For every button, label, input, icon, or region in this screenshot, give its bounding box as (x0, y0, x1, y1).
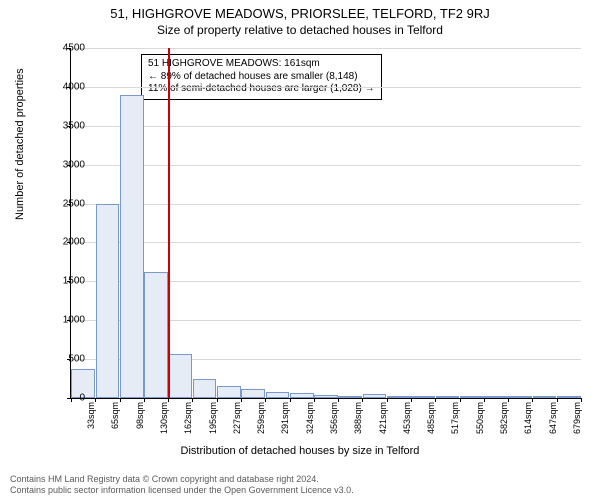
histogram-bar (533, 396, 557, 398)
x-tick-mark (435, 398, 436, 402)
histogram-bar (557, 396, 581, 398)
histogram-bar (460, 396, 484, 398)
x-tick-mark (144, 398, 145, 402)
annotation-line-2: ← 89% of detached houses are smaller (8,… (148, 71, 375, 84)
histogram-bar (363, 394, 387, 398)
x-tick-mark (338, 398, 339, 402)
x-tick-mark (411, 398, 412, 402)
y-tick-label: 2000 (35, 237, 85, 248)
y-tick-label: 1500 (35, 276, 85, 287)
x-tick-mark (120, 398, 121, 402)
gridline (71, 165, 581, 166)
annotation-box: 51 HIGHGROVE MEADOWS: 161sqm ← 89% of de… (141, 54, 382, 100)
histogram-bar (217, 386, 241, 398)
annotation-line-3: 11% of semi-detached houses are larger (… (148, 83, 375, 96)
histogram-bar (290, 393, 314, 398)
x-tick-mark (362, 398, 363, 402)
x-tick-mark (460, 398, 461, 402)
x-tick-mark (557, 398, 558, 402)
x-tick-mark (314, 398, 315, 402)
histogram-bar (508, 396, 532, 398)
histogram-bar (96, 204, 120, 398)
y-axis-title: Number of detached properties (14, 68, 26, 220)
annotation-line-1: 51 HIGHGROVE MEADOWS: 161sqm (148, 58, 375, 71)
gridline (71, 242, 581, 243)
gridline (71, 87, 581, 88)
footer-text: Contains HM Land Registry data © Crown c… (10, 474, 590, 496)
y-tick-label: 4500 (35, 43, 85, 54)
x-tick-mark (484, 398, 485, 402)
histogram-bar (338, 396, 362, 398)
x-tick-mark (192, 398, 193, 402)
highlight-line (168, 48, 170, 398)
x-tick-mark (387, 398, 388, 402)
histogram-bar (241, 389, 265, 398)
y-tick-label: 0 (35, 393, 85, 404)
x-tick-mark (508, 398, 509, 402)
footer-line-2: Contains public sector information licen… (10, 485, 590, 496)
x-tick-mark (290, 398, 291, 402)
x-tick-mark (241, 398, 242, 402)
x-tick-mark (217, 398, 218, 402)
x-tick-mark (265, 398, 266, 402)
footer-line-1: Contains HM Land Registry data © Crown c… (10, 474, 590, 485)
histogram-bar (484, 396, 508, 398)
gridline (71, 126, 581, 127)
histogram-bar (144, 272, 168, 398)
gridline (71, 48, 581, 49)
plot-area: 51 HIGHGROVE MEADOWS: 161sqm ← 89% of de… (70, 48, 581, 399)
x-tick-mark (581, 398, 582, 402)
histogram-bar (168, 354, 192, 398)
x-tick-mark (95, 398, 96, 402)
histogram-bar (314, 395, 338, 398)
x-tick-mark (532, 398, 533, 402)
histogram-bar (411, 396, 435, 398)
histogram-bar (193, 379, 217, 398)
histogram-bar (436, 396, 460, 398)
histogram-bar (266, 392, 290, 398)
x-axis-title: Distribution of detached houses by size … (0, 445, 600, 457)
chart-title-1: 51, HIGHGROVE MEADOWS, PRIORSLEE, TELFOR… (0, 0, 600, 21)
chart-container: 51, HIGHGROVE MEADOWS, PRIORSLEE, TELFOR… (0, 0, 600, 500)
y-tick-label: 3000 (35, 159, 85, 170)
y-tick-label: 500 (35, 354, 85, 365)
y-tick-label: 1000 (35, 315, 85, 326)
y-tick-label: 3500 (35, 120, 85, 131)
y-tick-label: 4000 (35, 81, 85, 92)
x-tick-mark (168, 398, 169, 402)
histogram-bar (387, 396, 411, 398)
gridline (71, 204, 581, 205)
histogram-bar (120, 95, 144, 398)
y-tick-label: 2500 (35, 198, 85, 209)
chart-title-2: Size of property relative to detached ho… (0, 23, 600, 37)
